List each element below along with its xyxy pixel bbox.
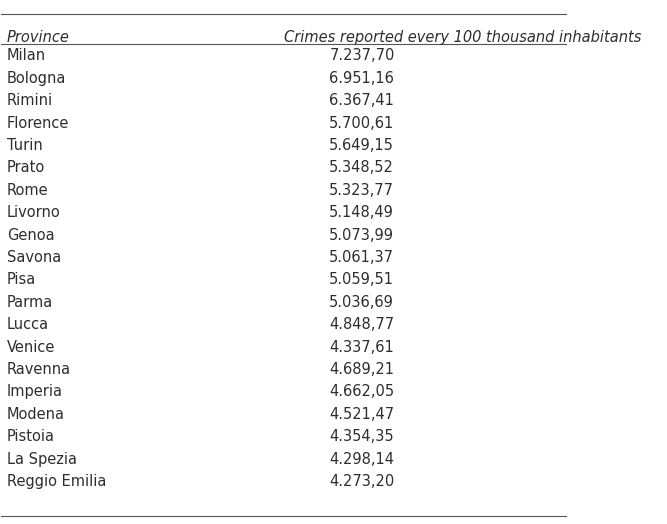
Text: Crimes reported every 100 thousand inhabitants: Crimes reported every 100 thousand inhab… <box>284 30 642 45</box>
Text: 4.354,35: 4.354,35 <box>329 429 394 444</box>
Text: Imperia: Imperia <box>7 385 63 399</box>
Text: 4.662,05: 4.662,05 <box>329 385 394 399</box>
Text: 4.298,14: 4.298,14 <box>329 452 394 467</box>
Text: 5.036,69: 5.036,69 <box>329 295 394 310</box>
Text: Pistoia: Pistoia <box>7 429 55 444</box>
Text: 7.237,70: 7.237,70 <box>329 48 395 63</box>
Text: Milan: Milan <box>7 48 46 63</box>
Text: Venice: Venice <box>7 340 55 355</box>
Text: 5.059,51: 5.059,51 <box>329 272 394 288</box>
Text: 4.337,61: 4.337,61 <box>329 340 394 355</box>
Text: 5.649,15: 5.649,15 <box>329 138 394 153</box>
Text: La Spezia: La Spezia <box>7 452 77 467</box>
Text: Bologna: Bologna <box>7 71 67 86</box>
Text: Turin: Turin <box>7 138 43 153</box>
Text: Prato: Prato <box>7 160 45 176</box>
Text: Parma: Parma <box>7 295 53 310</box>
Text: Ravenna: Ravenna <box>7 362 71 377</box>
Text: 4.273,20: 4.273,20 <box>329 474 394 489</box>
Text: 5.348,52: 5.348,52 <box>329 160 394 176</box>
Text: 5.073,99: 5.073,99 <box>329 227 394 243</box>
Text: Livorno: Livorno <box>7 205 61 220</box>
Text: 5.323,77: 5.323,77 <box>329 183 394 198</box>
Text: 5.700,61: 5.700,61 <box>329 115 394 130</box>
Text: Genoa: Genoa <box>7 227 55 243</box>
Text: Savona: Savona <box>7 250 61 265</box>
Text: Florence: Florence <box>7 115 69 130</box>
Text: Rome: Rome <box>7 183 49 198</box>
Text: Pisa: Pisa <box>7 272 36 288</box>
Text: 6.367,41: 6.367,41 <box>329 93 394 108</box>
Text: 4.689,21: 4.689,21 <box>329 362 394 377</box>
Text: Rimini: Rimini <box>7 93 53 108</box>
Text: 5.061,37: 5.061,37 <box>329 250 394 265</box>
Text: Modena: Modena <box>7 407 65 422</box>
Text: Lucca: Lucca <box>7 317 49 332</box>
Text: Reggio Emilia: Reggio Emilia <box>7 474 107 489</box>
Text: 4.848,77: 4.848,77 <box>329 317 394 332</box>
Text: Province: Province <box>7 30 70 45</box>
Text: 5.148,49: 5.148,49 <box>329 205 394 220</box>
Text: 4.521,47: 4.521,47 <box>329 407 394 422</box>
Text: 6.951,16: 6.951,16 <box>329 71 394 86</box>
